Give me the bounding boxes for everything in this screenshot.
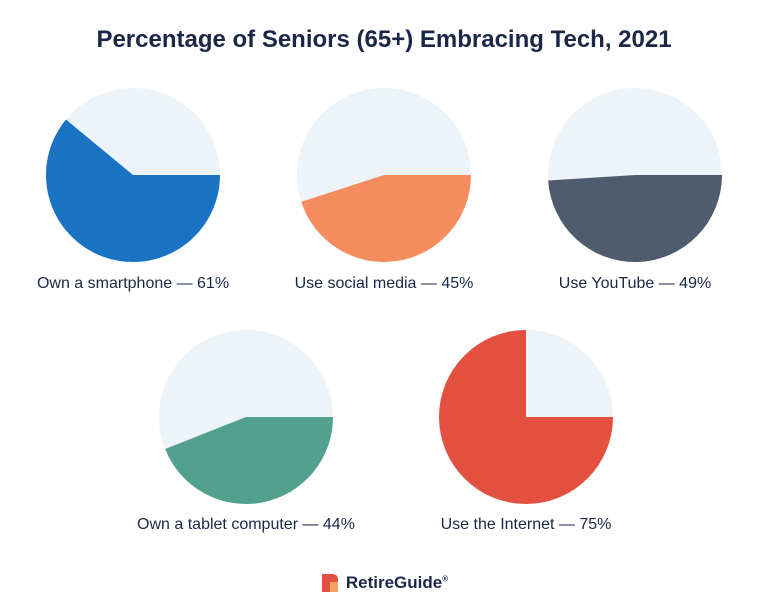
pie-value-slice	[301, 175, 471, 263]
retireguide-logo-icon	[321, 574, 338, 592]
pie-label: Use the Internet — 75%	[440, 516, 612, 533]
pie-value-slice	[45, 119, 220, 262]
pie-chart-4	[157, 328, 335, 506]
pie-chart-2	[295, 86, 473, 264]
pie-chart-1	[44, 86, 222, 264]
brand-logo: RetireGuide®	[0, 572, 768, 594]
pie-chart-5	[437, 328, 615, 506]
pie-label: Own a tablet computer — 44%	[137, 516, 355, 533]
pie-label: Use YouTube — 49%	[558, 275, 712, 292]
chart-title: Percentage of Seniors (65+) Embracing Te…	[96, 26, 672, 53]
pie-chart-3	[546, 86, 724, 264]
pie-value-slice	[165, 417, 333, 505]
brand-name: RetireGuide®	[345, 573, 449, 592]
pie-value-slice	[439, 330, 613, 504]
pie-label: Own a smartphone — 61%	[36, 275, 230, 292]
pie-label: Use social media — 45%	[294, 275, 474, 292]
pie-value-slice	[548, 175, 722, 262]
